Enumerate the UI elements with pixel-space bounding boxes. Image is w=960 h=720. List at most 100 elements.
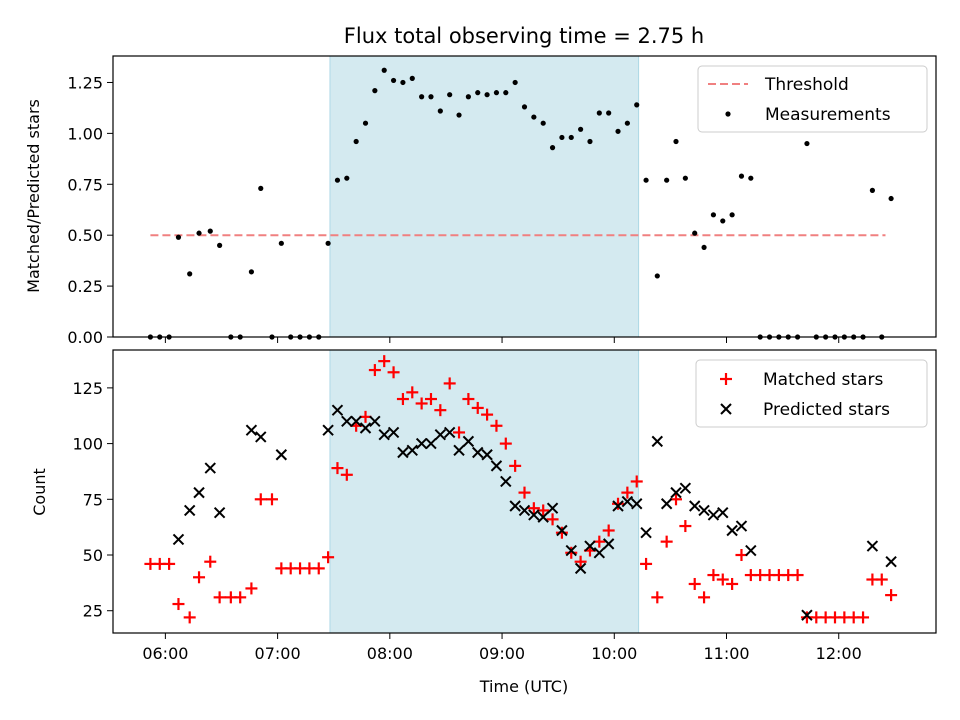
measurement-point xyxy=(654,273,660,279)
measurement-point xyxy=(559,134,565,141)
top-shaded-region xyxy=(329,56,639,337)
measurement-point xyxy=(729,212,735,218)
measurement-point xyxy=(606,110,612,116)
predicted-star-point xyxy=(640,527,652,539)
predicted-star-point xyxy=(565,544,577,557)
matched-star-point xyxy=(234,591,247,604)
predicted-star-point xyxy=(245,424,258,436)
bottom-x-tick-label: 09:00 xyxy=(479,644,525,663)
predicted-star-point xyxy=(425,437,437,450)
predicted-star-point xyxy=(556,524,568,537)
matched-star-point xyxy=(424,393,437,406)
predicted-star-point xyxy=(707,509,720,521)
matched-star-point xyxy=(688,577,701,590)
bottom-x-tick-label: 10:00 xyxy=(591,644,637,663)
predicted-star-point xyxy=(213,506,226,519)
top-panel: Flux total observing time = 2.75 h 0.000… xyxy=(24,24,937,347)
measurement-point xyxy=(682,175,688,181)
measurement-point xyxy=(701,244,707,251)
predicted-star-point xyxy=(490,460,503,472)
bottom-plot-frame xyxy=(112,349,937,634)
measurement-point xyxy=(634,102,640,108)
bottom-y-tick-label: 75 xyxy=(83,490,103,509)
matched-star-point xyxy=(726,577,739,590)
predicted-star-point xyxy=(602,538,615,550)
matched-star-point xyxy=(707,569,720,582)
measurement-point xyxy=(362,120,369,126)
predicted-star-point xyxy=(735,520,748,532)
bottom-y-tick-label: 25 xyxy=(83,602,103,621)
matched-star-point xyxy=(857,611,870,624)
predicted-star-point xyxy=(574,562,587,575)
measurement-point xyxy=(540,120,546,126)
matched-star-point xyxy=(791,569,804,582)
legend-matched-swatch xyxy=(720,373,732,385)
matched-stars-points xyxy=(144,355,898,624)
legend-threshold-label: Threshold xyxy=(764,75,849,95)
top-y-tick-label: 1.00 xyxy=(67,124,103,143)
matched-star-point xyxy=(163,557,176,570)
measurement-point xyxy=(258,185,264,191)
matched-star-point xyxy=(312,562,325,575)
bottom-shaded-left-edge xyxy=(329,350,331,633)
matched-star-point xyxy=(612,497,625,510)
matched-star-point xyxy=(602,524,615,537)
measurement-point xyxy=(503,90,509,96)
predicted-star-point xyxy=(434,428,447,441)
measurement-point xyxy=(531,114,537,120)
matched-star-point xyxy=(481,408,494,421)
matched-star-point xyxy=(193,571,206,584)
predicted-star-point xyxy=(472,446,484,459)
measurement-point xyxy=(409,75,415,81)
measurement-point xyxy=(419,94,425,100)
predicted-star-point xyxy=(801,609,813,621)
bottom-x-tick-label: 11:00 xyxy=(703,644,749,663)
predicted-star-point xyxy=(378,428,390,441)
matched-star-point xyxy=(443,377,456,390)
measurement-point xyxy=(447,92,453,98)
top-x-ticks xyxy=(164,337,840,343)
measurement-point xyxy=(521,104,528,110)
predicted-star-point xyxy=(359,422,372,434)
top-y-axis: 0.00 0.25 0.50 0.75 1.00 1.25 xyxy=(67,73,113,347)
top-y-tick-label: 1.25 xyxy=(67,73,103,92)
predicted-star-point xyxy=(584,540,596,552)
predicted-star-point xyxy=(866,540,879,552)
predicted-star-point xyxy=(717,506,729,519)
predicted-star-point xyxy=(275,449,288,461)
predicted-star-point xyxy=(397,446,409,459)
bottom-legend: Matched stars Predicted stars xyxy=(695,359,928,428)
predicted-star-point xyxy=(406,444,418,456)
predicted-star-point xyxy=(255,431,267,443)
measurement-point xyxy=(207,228,213,234)
measurement-point xyxy=(400,79,406,86)
predicted-star-point xyxy=(443,426,456,439)
measurement-point xyxy=(710,212,717,218)
measurement-point xyxy=(187,271,193,277)
matched-star-point xyxy=(415,397,428,410)
matched-star-point xyxy=(546,513,559,526)
bottom-y-tick-label: 100 xyxy=(72,435,103,454)
matched-star-point xyxy=(698,591,711,604)
bottom-x-tick-label: 12:00 xyxy=(816,644,862,663)
bottom-y-tick-label: 125 xyxy=(72,379,103,398)
measurement-point xyxy=(428,94,434,100)
matched-star-point xyxy=(265,493,278,506)
matched-star-point xyxy=(331,462,344,475)
measurement-point xyxy=(596,110,602,116)
predicted-star-point xyxy=(350,415,362,428)
measurement-point xyxy=(587,138,593,145)
measurement-point xyxy=(334,177,341,183)
matched-star-point xyxy=(621,486,634,499)
matched-star-point xyxy=(490,419,503,432)
bottom-shaded-region xyxy=(329,350,639,633)
predicted-star-point xyxy=(621,495,634,508)
measurement-point xyxy=(738,173,745,179)
measurement-point xyxy=(248,269,255,275)
predicted-star-point xyxy=(500,475,512,488)
matched-star-point xyxy=(322,551,335,564)
bottom-x-tick-label: 08:00 xyxy=(367,644,413,663)
matched-star-point xyxy=(509,459,522,472)
predicted-star-point xyxy=(322,424,334,436)
